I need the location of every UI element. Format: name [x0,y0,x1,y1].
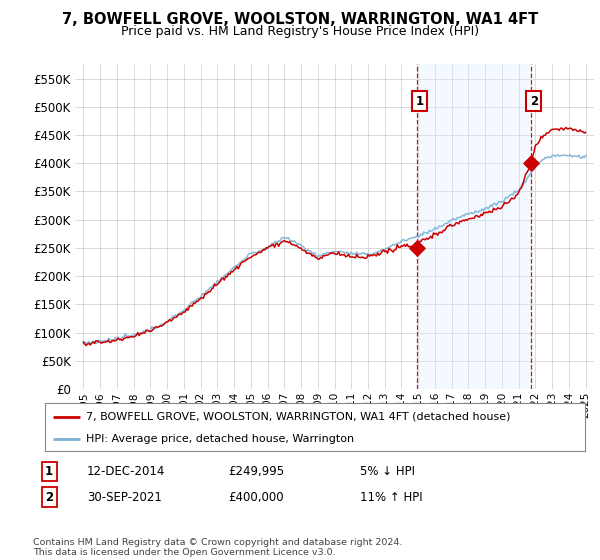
Text: 30-SEP-2021: 30-SEP-2021 [87,491,162,504]
Text: HPI: Average price, detached house, Warrington: HPI: Average price, detached house, Warr… [86,434,353,444]
Text: 12-DEC-2014: 12-DEC-2014 [87,465,166,478]
Point [413,244,422,253]
Text: £400,000: £400,000 [228,491,284,504]
Text: 11% ↑ HPI: 11% ↑ HPI [360,491,422,504]
Text: 1: 1 [45,465,53,478]
Text: 2: 2 [530,95,538,108]
Text: 5% ↓ HPI: 5% ↓ HPI [360,465,415,478]
Text: £249,995: £249,995 [228,465,284,478]
Text: 7, BOWFELL GROVE, WOOLSTON, WARRINGTON, WA1 4FT (detached house): 7, BOWFELL GROVE, WOOLSTON, WARRINGTON, … [86,412,510,422]
Bar [418,64,531,389]
Text: Contains HM Land Registry data © Crown copyright and database right 2024.
This d: Contains HM Land Registry data © Crown c… [33,538,403,557]
Text: 1: 1 [416,95,424,108]
Point [526,159,536,168]
Text: Price paid vs. HM Land Registry's House Price Index (HPI): Price paid vs. HM Land Registry's House … [121,25,479,38]
Text: 7, BOWFELL GROVE, WOOLSTON, WARRINGTON, WA1 4FT: 7, BOWFELL GROVE, WOOLSTON, WARRINGTON, … [62,12,538,27]
Text: 2: 2 [45,491,53,504]
